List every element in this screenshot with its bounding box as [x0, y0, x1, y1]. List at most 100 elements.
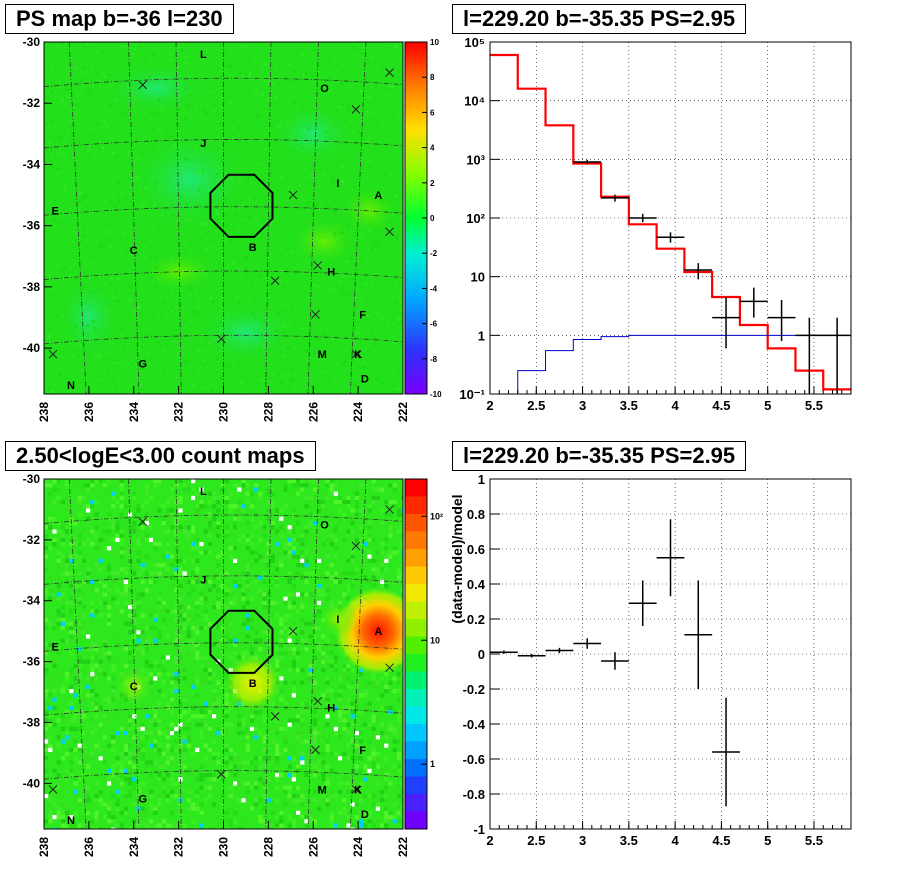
map3-noise-cell — [170, 794, 175, 799]
map3-noise-cell — [132, 781, 137, 786]
map3-noise-cell — [153, 542, 158, 547]
map3-noise-cell — [174, 676, 179, 681]
map3-noise-cell — [241, 798, 246, 803]
map1-noise-cell — [175, 215, 179, 219]
map1-noise-cell — [330, 74, 334, 78]
map3-noise-cell — [115, 756, 120, 761]
map3-noise-cell — [123, 806, 128, 811]
map3-noise-cell — [170, 609, 175, 614]
map3-noise-cell — [338, 810, 343, 815]
map3-noise-cell — [241, 621, 246, 626]
map3-noise-cell — [144, 731, 149, 736]
map3-noise-cell — [119, 768, 124, 773]
map3-noise-cell — [119, 487, 124, 492]
map3-noise-cell — [401, 668, 403, 673]
map3-noise-cell — [199, 705, 204, 710]
map3-noise-cell — [186, 626, 191, 631]
map1-noise-cell — [195, 289, 199, 293]
map3-noise-cell — [119, 810, 124, 815]
map3-noise-cell — [283, 546, 288, 551]
map3-noise-cell — [245, 621, 250, 626]
map1-noise-cell — [106, 310, 110, 314]
map3-noise-cell — [325, 697, 330, 702]
map3-noise-cell — [44, 794, 49, 799]
map3-noise-cell — [317, 600, 322, 605]
map3-noise-cell — [161, 789, 166, 794]
map3-noise-cell — [275, 575, 280, 580]
map1-noise-cell — [133, 47, 137, 51]
map1-noise-cell — [394, 301, 398, 305]
map1-noise-cell — [91, 301, 94, 305]
map3-noise-cell — [224, 760, 229, 765]
map3-noise-cell — [338, 579, 343, 584]
map3-noise-cell — [375, 684, 380, 689]
map1-noise-cell — [167, 265, 171, 269]
map3-noise-cell — [86, 798, 91, 803]
map1-noise-cell — [313, 48, 317, 52]
map3-noise-cell — [132, 785, 137, 790]
map1-noise-cell — [83, 283, 87, 287]
map3-noise-cell — [98, 558, 103, 563]
map1-noise-cell — [203, 109, 207, 113]
map3-noise-cell — [287, 722, 292, 727]
map1-colorbar-tick-label: -8 — [430, 355, 438, 364]
map3-noise-cell — [165, 756, 170, 761]
map3-noise-cell — [119, 609, 124, 614]
map1-noise-cell — [162, 392, 166, 394]
map3-noise-cell — [342, 571, 347, 576]
map3-noise-cell — [107, 819, 112, 824]
map1-noise-cell — [237, 268, 241, 271]
map3-noise-cell — [182, 676, 187, 681]
map3-noise-cell — [392, 726, 397, 731]
map3-noise-cell — [149, 731, 154, 736]
map1-noise-cell — [108, 245, 112, 249]
map1-noise-cell — [127, 176, 131, 180]
map3-noise-cell — [182, 621, 187, 626]
map3-noise-cell — [77, 563, 82, 568]
map1-noise-cell — [163, 301, 167, 305]
map1-graticule-meridian — [307, 42, 319, 394]
map3-noise-cell — [102, 785, 107, 790]
map1-noise-cell — [153, 256, 157, 260]
map3-noise-cell — [325, 537, 330, 542]
map1-noise-cell — [113, 361, 117, 365]
map3-noise-cell — [94, 647, 99, 652]
map3-noise-cell — [149, 663, 154, 668]
map3-noise-cell — [73, 739, 78, 744]
map3-noise-cell — [392, 789, 397, 794]
map1-noise-cell — [204, 271, 208, 275]
map3-noise-cell — [392, 483, 397, 488]
map1-noise-cell — [352, 45, 356, 49]
map3-noise-cell — [270, 558, 275, 563]
map3-noise-cell — [90, 579, 95, 584]
map3-noise-cell — [304, 722, 309, 727]
map3-noise-cell — [375, 798, 380, 803]
map3-noise-cell — [174, 794, 179, 799]
map3-noise-cell — [65, 638, 70, 643]
map3-noise-cell — [363, 575, 368, 580]
map3-noise-cell — [329, 663, 334, 668]
map3-noise-cell — [325, 571, 330, 576]
map3-noise-cell — [380, 550, 385, 555]
map3-noise-cell — [136, 596, 141, 601]
map3-noise-cell — [182, 726, 187, 731]
map3-noise-cell — [199, 735, 204, 740]
map3-noise-cell — [312, 495, 317, 500]
map3-colorbar-tick-label: 1 — [430, 759, 435, 769]
map3-noise-cell — [157, 596, 162, 601]
map3-noise-cell — [333, 731, 338, 736]
map3-noise-cell — [346, 705, 351, 710]
map3-noise-cell — [73, 630, 78, 635]
map3-noise-cell — [174, 731, 179, 736]
map3-noise-cell — [128, 726, 133, 731]
map1-noise-cell — [185, 61, 189, 65]
map1-noise-cell — [58, 137, 62, 141]
map3-noise-cell — [254, 756, 259, 761]
map3-noise-cell — [384, 512, 389, 517]
map1-noise-cell — [216, 165, 220, 169]
map3-noise-cell — [123, 592, 128, 597]
map3-noise-cell — [186, 487, 191, 492]
map3-noise-cell — [44, 819, 49, 824]
map3-noise-cell — [149, 806, 154, 811]
map1-noise-cell — [226, 265, 230, 269]
